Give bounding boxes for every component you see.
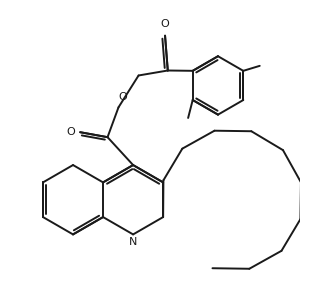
Text: O: O — [161, 19, 170, 29]
Text: O: O — [67, 127, 75, 137]
Text: O: O — [119, 92, 127, 102]
Text: N: N — [129, 237, 137, 247]
